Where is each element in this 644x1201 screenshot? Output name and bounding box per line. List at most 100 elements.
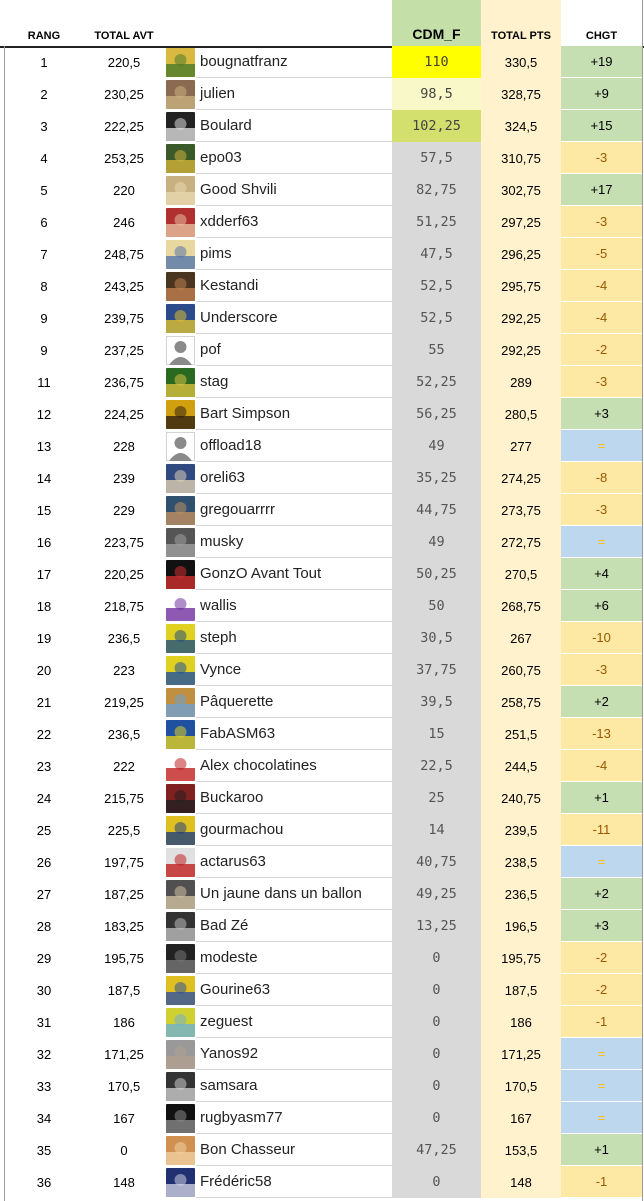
player-name-cell[interactable]: Underscore (196, 302, 392, 334)
rank-cell[interactable]: 30 (36, 982, 52, 998)
cdm-cell[interactable]: 0 (392, 1102, 481, 1134)
change-cell[interactable]: +3 (561, 398, 642, 430)
cdm-cell[interactable]: 55 (392, 334, 481, 366)
header-cdm-f[interactable]: CDM_F (392, 0, 481, 46)
total-avt-cell[interactable]: 187,5 (107, 982, 141, 998)
cdm-cell[interactable]: 57,5 (392, 142, 481, 174)
total-avt-cell[interactable]: 239,75 (104, 310, 144, 326)
rank-cell[interactable]: 36 (36, 1174, 52, 1190)
player-name-cell[interactable]: rugbyasm77 (196, 1102, 392, 1134)
total-pts-cell[interactable]: 289 (481, 366, 561, 398)
header-rang[interactable]: RANG (27, 30, 61, 42)
cdm-cell[interactable]: 51,25 (392, 206, 481, 238)
total-avt-cell[interactable]: 230,25 (104, 86, 144, 102)
total-pts-cell[interactable]: 260,75 (481, 654, 561, 686)
total-pts-cell[interactable]: 167 (481, 1102, 561, 1134)
total-pts-cell[interactable]: 280,5 (481, 398, 561, 430)
total-pts-cell[interactable]: 153,5 (481, 1134, 561, 1166)
cdm-cell[interactable]: 14 (392, 814, 481, 846)
rank-cell[interactable]: 12 (36, 406, 52, 422)
player-name-cell[interactable]: Yanos92 (196, 1038, 392, 1070)
cdm-cell[interactable]: 110 (392, 46, 481, 78)
change-cell[interactable]: +17 (561, 174, 642, 206)
cdm-cell[interactable]: 30,5 (392, 622, 481, 654)
change-cell[interactable]: -4 (561, 302, 642, 334)
total-avt-cell[interactable]: 243,25 (104, 278, 144, 294)
change-cell[interactable]: +9 (561, 78, 642, 110)
total-pts-cell[interactable]: 148 (481, 1166, 561, 1198)
change-cell[interactable]: -4 (561, 270, 642, 302)
total-avt-cell[interactable]: 186 (113, 1014, 135, 1030)
rank-cell[interactable]: 33 (36, 1078, 52, 1094)
rank-cell[interactable]: 4 (40, 150, 48, 166)
total-pts-cell[interactable]: 195,75 (481, 942, 561, 974)
cdm-cell[interactable]: 47,5 (392, 238, 481, 270)
total-avt-cell[interactable]: 223 (113, 662, 135, 678)
rank-cell[interactable]: 18 (36, 598, 52, 614)
change-cell[interactable]: -1 (561, 1006, 642, 1038)
change-cell[interactable]: +1 (561, 1134, 642, 1166)
rank-cell[interactable]: 27 (36, 886, 52, 902)
rank-cell[interactable]: 15 (36, 502, 52, 518)
total-avt-cell[interactable]: 197,75 (104, 854, 144, 870)
cdm-cell[interactable]: 0 (392, 1070, 481, 1102)
change-cell[interactable]: -2 (561, 942, 642, 974)
total-avt-cell[interactable]: 219,25 (104, 694, 144, 710)
total-pts-cell[interactable]: 274,25 (481, 462, 561, 494)
player-name-cell[interactable]: Alex chocolatines (196, 750, 392, 782)
cdm-cell[interactable]: 0 (392, 942, 481, 974)
rank-cell[interactable]: 16 (36, 534, 52, 550)
total-pts-cell[interactable]: 330,5 (481, 46, 561, 78)
change-cell[interactable]: -3 (561, 366, 642, 398)
total-avt-cell[interactable]: 236,5 (107, 726, 141, 742)
player-name-cell[interactable]: steph (196, 622, 392, 654)
rank-cell[interactable]: 14 (36, 470, 52, 486)
total-avt-cell[interactable]: 222 (113, 758, 135, 774)
cdm-cell[interactable]: 22,5 (392, 750, 481, 782)
player-name-cell[interactable]: wallis (196, 590, 392, 622)
player-name-cell[interactable]: epo03 (196, 142, 392, 174)
total-pts-cell[interactable]: 171,25 (481, 1038, 561, 1070)
player-name-cell[interactable]: Buckaroo (196, 782, 392, 814)
change-cell[interactable]: -3 (561, 142, 642, 174)
total-pts-cell[interactable]: 196,5 (481, 910, 561, 942)
change-cell[interactable]: -3 (561, 494, 642, 526)
player-name-cell[interactable]: modeste (196, 942, 392, 974)
player-name-cell[interactable]: stag (196, 366, 392, 398)
total-avt-cell[interactable]: 195,75 (104, 950, 144, 966)
cdm-cell[interactable]: 0 (392, 1038, 481, 1070)
change-cell[interactable]: +15 (561, 110, 642, 142)
change-cell[interactable]: +19 (561, 46, 642, 78)
cdm-cell[interactable]: 82,75 (392, 174, 481, 206)
player-name-cell[interactable]: Pâquerette (196, 686, 392, 718)
player-name-cell[interactable]: Frédéric58 (196, 1166, 392, 1198)
rank-cell[interactable]: 21 (36, 694, 52, 710)
player-name-cell[interactable]: julien (196, 78, 392, 110)
cdm-cell[interactable]: 52,25 (392, 366, 481, 398)
total-pts-cell[interactable]: 270,5 (481, 558, 561, 590)
total-avt-cell[interactable]: 171,25 (104, 1046, 144, 1062)
rank-cell[interactable]: 13 (36, 438, 52, 454)
change-cell[interactable]: = (561, 846, 642, 878)
rank-cell[interactable]: 2 (40, 86, 48, 102)
player-name-cell[interactable]: musky (196, 526, 392, 558)
total-avt-cell[interactable]: 239 (113, 470, 135, 486)
header-chgt[interactable]: CHGT (585, 30, 618, 42)
rank-cell[interactable]: 5 (40, 182, 48, 198)
rank-cell[interactable]: 24 (36, 790, 52, 806)
rank-cell[interactable]: 19 (36, 630, 52, 646)
rank-cell[interactable]: 34 (36, 1110, 52, 1126)
rank-cell[interactable]: 20 (36, 662, 52, 678)
change-cell[interactable]: = (561, 526, 642, 558)
player-name-cell[interactable]: Good Shvili (196, 174, 392, 206)
total-avt-cell[interactable]: 225,5 (107, 822, 141, 838)
total-pts-cell[interactable]: 187,5 (481, 974, 561, 1006)
rank-cell[interactable]: 35 (36, 1142, 52, 1158)
change-cell[interactable]: -3 (561, 654, 642, 686)
total-avt-cell[interactable]: 248,75 (104, 246, 144, 262)
total-pts-cell[interactable]: 238,5 (481, 846, 561, 878)
player-name-cell[interactable]: FabASM63 (196, 718, 392, 750)
total-avt-cell[interactable]: 220,25 (104, 566, 144, 582)
total-avt-cell[interactable]: 187,25 (104, 886, 144, 902)
cdm-cell[interactable]: 49 (392, 526, 481, 558)
